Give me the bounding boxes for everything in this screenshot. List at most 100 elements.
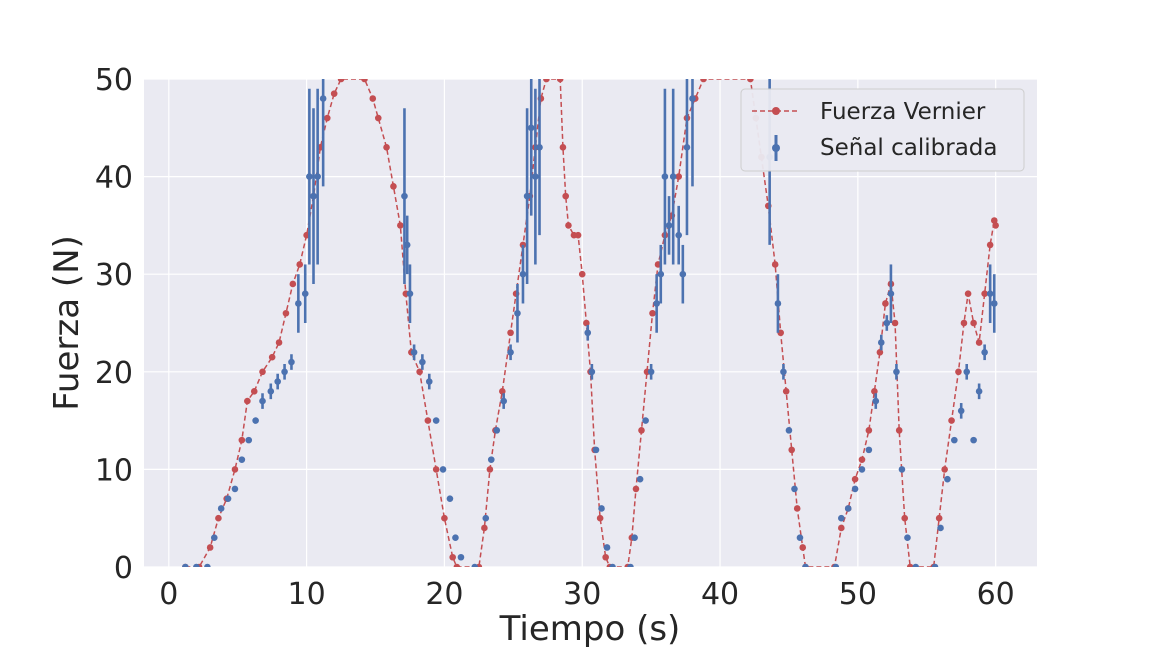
fuerza-vernier-point [453, 563, 461, 567]
senal-calibrada-point [500, 397, 507, 405]
fuerza-vernier-point [282, 309, 290, 317]
fuerza-vernier-point [323, 114, 331, 122]
fuerza-vernier-point [955, 368, 962, 376]
senal-calibrada-point [584, 329, 592, 337]
fuerza-vernier-point [788, 446, 796, 454]
fuerza-vernier-point [602, 553, 609, 561]
senal-calibrada-point [523, 192, 531, 200]
fuerza-vernier-point [871, 388, 878, 395]
y-tick-label: 50 [95, 63, 133, 98]
senal-calibrada-point [944, 475, 951, 483]
x-tick-label: 0 [159, 577, 178, 612]
senal-calibrada-point [217, 505, 225, 512]
fuerza-vernier-point [891, 319, 899, 327]
senal-calibrada-point [963, 368, 971, 376]
senal-calibrada-point [439, 466, 447, 473]
fuerza-vernier-point [901, 514, 909, 522]
fuerza-vernier-point [481, 524, 488, 532]
fuerza-vernier-point [397, 222, 404, 229]
fuerza-vernier-point [596, 514, 604, 522]
senal-calibrada-point [679, 270, 687, 278]
fuerza-vernier-point [882, 300, 889, 307]
fuerza-vernier-point [782, 388, 790, 395]
senal-calibrada-point [951, 436, 958, 444]
senal-calibrada-point [519, 270, 527, 278]
legend-swatch-vernier-marker [772, 107, 780, 115]
fuerza-vernier-point [424, 417, 432, 424]
fuerza-vernier-point [675, 173, 682, 180]
fuerza-vernier-point [486, 466, 494, 473]
senal-calibrada-point [653, 300, 660, 307]
fuerza-vernier-point [960, 319, 968, 327]
fuerza-vernier-point [383, 144, 390, 151]
y-axis-label: Fuerza (N) [47, 235, 87, 411]
senal-calibrada-point [872, 397, 880, 405]
fuerza-vernier-point [981, 290, 988, 298]
senal-calibrada-point [238, 456, 246, 463]
y-axis-ticks: 0 10 20 30 40 50 [95, 63, 133, 586]
senal-calibrada-point [598, 505, 605, 512]
fuerza-vernier-point [449, 553, 456, 561]
x-tick-label: 50 [839, 577, 877, 612]
senal-calibrada-point [482, 514, 490, 522]
senal-calibrada-point [780, 368, 787, 376]
fuerza-vernier-point [992, 222, 999, 229]
senal-calibrada-point [446, 495, 454, 502]
senal-calibrada-point [536, 144, 543, 151]
senal-calibrada-point [683, 144, 691, 151]
senal-calibrada-point [295, 300, 302, 307]
senal-calibrada-point [609, 563, 616, 567]
senal-calibrada-point [642, 417, 649, 424]
senal-calibrada-point [627, 563, 634, 567]
senal-calibrada-point [493, 427, 501, 434]
senal-calibrada-point [281, 368, 288, 376]
senal-calibrada-point [657, 270, 665, 278]
fuerza-vernier-point [432, 466, 440, 473]
fuerza-vernier-point [244, 397, 251, 405]
senal-calibrada-point [957, 407, 965, 415]
y-tick-label: 30 [95, 258, 133, 293]
senal-calibrada-point [419, 358, 426, 366]
fuerza-vernier-point [799, 544, 807, 551]
senal-calibrada-point [975, 388, 983, 395]
fuerza-vernier-point [374, 114, 382, 122]
senal-calibrada-point [636, 475, 644, 483]
senal-calibrada-point [802, 563, 809, 567]
senal-calibrada-point [527, 124, 535, 132]
x-tick-label: 60 [977, 577, 1015, 612]
fuerza-vernier-point [638, 427, 645, 434]
x-tick-label: 40 [701, 577, 739, 612]
fuerza-vernier-point [970, 319, 977, 327]
senal-calibrada-point [689, 95, 696, 102]
fuerza-vernier-point [747, 79, 754, 83]
senal-calibrada-point [858, 466, 866, 473]
fuerza-vernier-point [507, 329, 514, 337]
senal-calibrada-point [452, 534, 459, 542]
fuerza-vernier-point [700, 79, 707, 83]
senal-calibrada-point [182, 563, 189, 567]
fuerza-vernier-point [574, 231, 582, 239]
legend-label-signal: Señal calibrada [820, 135, 998, 161]
senal-calibrada-point [898, 466, 906, 473]
legend-label-vernier: Fuerza Vernier [820, 99, 986, 125]
fuerza-vernier-point [238, 436, 246, 444]
senal-calibrada-point [877, 339, 885, 346]
senal-calibrada-point [457, 553, 465, 561]
senal-calibrada-point [665, 222, 673, 229]
y-tick-label: 10 [95, 453, 133, 488]
senal-calibrada-point [990, 300, 998, 307]
fuerza-vernier-point [649, 309, 656, 317]
fuerza-vernier-point [296, 261, 304, 268]
senal-calibrada-point [592, 446, 600, 454]
senal-calibrada-point [259, 397, 266, 405]
fuerza-vernier-point [543, 79, 550, 83]
fuerza-vernier-point [562, 192, 569, 200]
series-layer [182, 79, 999, 567]
senal-calibrada-point [832, 563, 840, 567]
senal-calibrada-point [471, 563, 479, 567]
senal-calibrada-point [224, 495, 232, 502]
legend-frame [740, 88, 1025, 172]
fuerza-vernier-point [948, 417, 955, 424]
fuerza-vernier-point [250, 388, 258, 395]
